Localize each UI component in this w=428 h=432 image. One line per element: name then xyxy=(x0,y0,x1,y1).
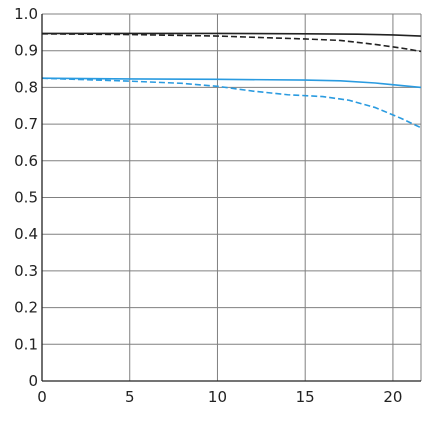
y-tick-label: 1.0 xyxy=(14,5,38,23)
x-tick-label: 0 xyxy=(37,388,47,406)
x-tick-label: 15 xyxy=(296,388,315,406)
y-tick-label: 0.9 xyxy=(14,42,38,60)
series-line-0 xyxy=(42,32,422,37)
series-line-1 xyxy=(41,33,422,53)
y-tick-label: 0.5 xyxy=(14,189,38,207)
x-tick-label: 5 xyxy=(125,388,135,406)
y-tick-label: 0.8 xyxy=(14,78,38,96)
y-tick-label: 0 xyxy=(28,372,38,390)
series-lines xyxy=(41,32,422,129)
y-tick-label: 0.7 xyxy=(14,115,38,133)
series-line-3 xyxy=(41,77,422,129)
x-tick-label: 20 xyxy=(383,388,402,406)
series-line-2 xyxy=(41,77,422,89)
grid xyxy=(42,13,422,381)
y-tick-label: 0.4 xyxy=(14,225,38,243)
y-tick-label: 0.2 xyxy=(14,299,38,317)
y-tick-label: 0.6 xyxy=(14,152,38,170)
x-tick-label: 10 xyxy=(208,388,227,406)
tick-labels: 0 0.1 0.2 0.3 0.4 0.5 0.6 0.7 0.8 0.9 1.0 0 5 10 15 20 xyxy=(14,5,402,406)
y-tick-label: 0.1 xyxy=(14,335,38,353)
axes xyxy=(41,14,421,382)
y-tick-label: 0.3 xyxy=(14,262,38,280)
